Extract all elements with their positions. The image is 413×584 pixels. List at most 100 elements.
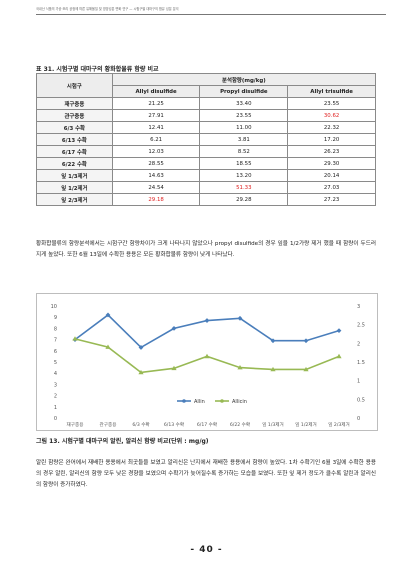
table-cell: 27.23: [287, 193, 376, 206]
legend-marker: [182, 399, 186, 403]
table-row: 6/22 수확 28.55 18.55 29.30: [36, 157, 376, 170]
row-header: 시험구: [36, 73, 113, 98]
data-point: [303, 338, 309, 344]
x-tick-label: 관구충용: [100, 421, 117, 428]
table-cell: 21.25: [111, 97, 201, 110]
y-tick-left: 2: [54, 394, 57, 400]
group-header: 분석함량(mg/kg): [111, 73, 377, 86]
table-row: 관구충용 27.91 23.55 30.62: [36, 109, 376, 122]
table-row: 잎 1/3제거 14.63 13.20 20.14: [36, 169, 376, 182]
y-tick-right: 0: [357, 416, 360, 422]
table-cell: 13.20: [199, 169, 289, 182]
table-cell: 28.55: [111, 157, 201, 170]
table-row: 6/3 수확 12.41 11.00 22.32: [36, 121, 376, 134]
table-cell: 33.40: [199, 97, 289, 110]
table-cell: 17.20: [287, 133, 376, 146]
table-cell: 29.28: [199, 193, 289, 206]
column-header: Propyl disulfide: [199, 85, 289, 98]
data-point: [171, 326, 177, 331]
data-point: [171, 365, 177, 371]
table-cell: 27.91: [111, 109, 201, 122]
row-label: 관구충용: [36, 109, 113, 122]
column-header: Allyl disulfide: [111, 85, 201, 98]
data-point: [105, 312, 111, 318]
column-header: Allyl trisulfide: [287, 85, 376, 98]
data-point: [72, 336, 78, 341]
figure-caption: 그림 13. 시험구별 대마구의 알린, 알리신 함량 비교(단위 : mg/g…: [36, 438, 209, 445]
y-tick-left: 4: [54, 371, 57, 377]
x-tick-label: 잎 1/3제거: [262, 421, 284, 428]
y-tick-right: 2: [357, 341, 360, 347]
table-cell: 24.54: [111, 181, 201, 194]
row-label: 6/3 수확: [36, 121, 113, 134]
x-tick-label: 6/22 수확: [230, 421, 251, 428]
table-cell: 29.18: [111, 193, 201, 206]
table-cell: 3.81: [199, 133, 289, 146]
table-cell: 51.33: [199, 181, 289, 194]
data-point: [204, 318, 210, 323]
y-tick-left: 9: [54, 315, 57, 321]
row-label: 잎 2/3제거: [36, 193, 113, 206]
row-label: 잎 1/2제거: [36, 181, 113, 194]
x-tick-label: 6/13 수확: [164, 421, 185, 428]
row-label: 잎 1/3제거: [36, 169, 113, 182]
table-row: 잎 1/2제거 24.54 51.33 27.03: [36, 181, 376, 194]
table-caption: 표 31. 시험구별 대마구의 황화합물류 함량 비교: [36, 66, 159, 73]
row-label: 6/13 수확: [36, 133, 113, 146]
table-cell: 6.21: [111, 133, 201, 146]
y-tick-left: 6: [54, 349, 57, 355]
legend-label: Allin: [194, 399, 205, 405]
allin-allicin-chart: 0 1 2 3 4 5 6 7 8 9 10 0 0.5 1 1.5 2 2.5 3 재구충용 관구충용 6/3 수확 6…: [36, 293, 378, 431]
table-cell: 20.14: [287, 169, 376, 182]
y-tick-left: 5: [54, 360, 57, 366]
header-rule: [36, 14, 386, 15]
table-cell: 23.55: [199, 109, 289, 122]
table-cell: 14.63: [111, 169, 201, 182]
sulfide-table: 시험구 분석함량(mg/kg) Allyl disulfide Propyl d…: [36, 73, 377, 206]
table-row: 잎 2/3제거 29.18 29.28 27.23: [36, 193, 376, 206]
y-tick-right: 2.5: [357, 323, 365, 329]
table-row: 6/17 수확 12.03 8.52 26.23: [36, 145, 376, 158]
y-tick-left: 3: [54, 382, 57, 388]
y-tick-left: 10: [51, 304, 57, 310]
data-point: [336, 353, 342, 359]
y-tick-right: 0.5: [357, 397, 365, 403]
chart-svg: 0 1 2 3 4 5 6 7 8 9 10 0 0.5 1 1.5 2 2.5 3 재구충용 관구충용 6/3 수확 6…: [51, 304, 365, 428]
table-cell: 8.52: [199, 145, 289, 158]
row-label: 6/22 수확: [36, 157, 113, 170]
paragraph-allin: 알린 함량은 완어에서 재배한 용용에서 최곳들을 보였고 알리신은 난지에서 …: [36, 460, 376, 488]
data-point: [138, 369, 144, 375]
data-point: [237, 365, 243, 370]
y-tick-right: 1.5: [357, 360, 365, 366]
x-tick-label: 잎 1/2제거: [295, 421, 317, 428]
table-cell: 18.55: [199, 157, 289, 170]
data-point: [105, 344, 111, 349]
data-point: [336, 328, 342, 334]
data-point: [270, 366, 276, 372]
y-tick-left: 0: [54, 416, 57, 422]
row-label: 재구충용: [36, 97, 113, 110]
table-cell: 30.62: [287, 109, 376, 122]
row-label: 6/17 수확: [36, 145, 113, 158]
page-number: - 40 -: [190, 545, 223, 555]
x-tick-label: 잎 2/3제거: [328, 421, 350, 428]
y-tick-left: 1: [54, 405, 57, 411]
table-cell: 23.55: [287, 97, 376, 110]
table-cell: 22.32: [287, 121, 376, 134]
y-tick-left: 8: [54, 326, 57, 332]
table-row: 6/13 수확 6.21 3.81 17.20: [36, 133, 376, 146]
x-tick-label: 재구충용: [67, 421, 84, 428]
x-tick-label: 6/17 수확: [197, 421, 218, 428]
table-cell: 26.23: [287, 145, 376, 158]
table-cell: 12.41: [111, 121, 201, 134]
running-header: 국내산 식품의 가공·조리 공정에 따른 유해물질 및 영양성분 변화 연구 —…: [36, 7, 179, 11]
paragraph-sulfides: 황화합물류의 함량분석에서는 시험구간 함량차이가 크게 나타나지 않았으나 p…: [36, 241, 376, 258]
table-cell: 27.03: [287, 181, 376, 194]
table-cell: 12.03: [111, 145, 201, 158]
data-point: [204, 353, 210, 359]
y-tick-left: 7: [54, 338, 57, 344]
data-point: [270, 338, 276, 344]
legend-label: Allicin: [232, 399, 247, 405]
x-tick-label: 6/3 수확: [132, 421, 150, 428]
legend-marker: [220, 399, 224, 403]
